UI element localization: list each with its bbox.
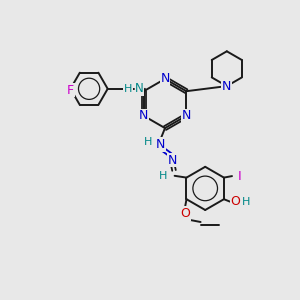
Text: I: I	[238, 169, 242, 183]
Text: N: N	[135, 82, 144, 95]
Text: N: N	[182, 109, 191, 122]
Text: O: O	[180, 207, 190, 220]
Text: N: N	[160, 72, 170, 86]
Text: N: N	[156, 138, 166, 151]
Text: N: N	[167, 154, 177, 167]
Text: H: H	[159, 171, 167, 181]
Text: H: H	[144, 137, 152, 147]
Text: F: F	[67, 84, 74, 97]
Text: H: H	[242, 196, 250, 207]
Text: H: H	[124, 84, 132, 94]
Text: N: N	[139, 109, 148, 122]
Text: N: N	[222, 80, 232, 93]
Text: O: O	[230, 195, 240, 208]
